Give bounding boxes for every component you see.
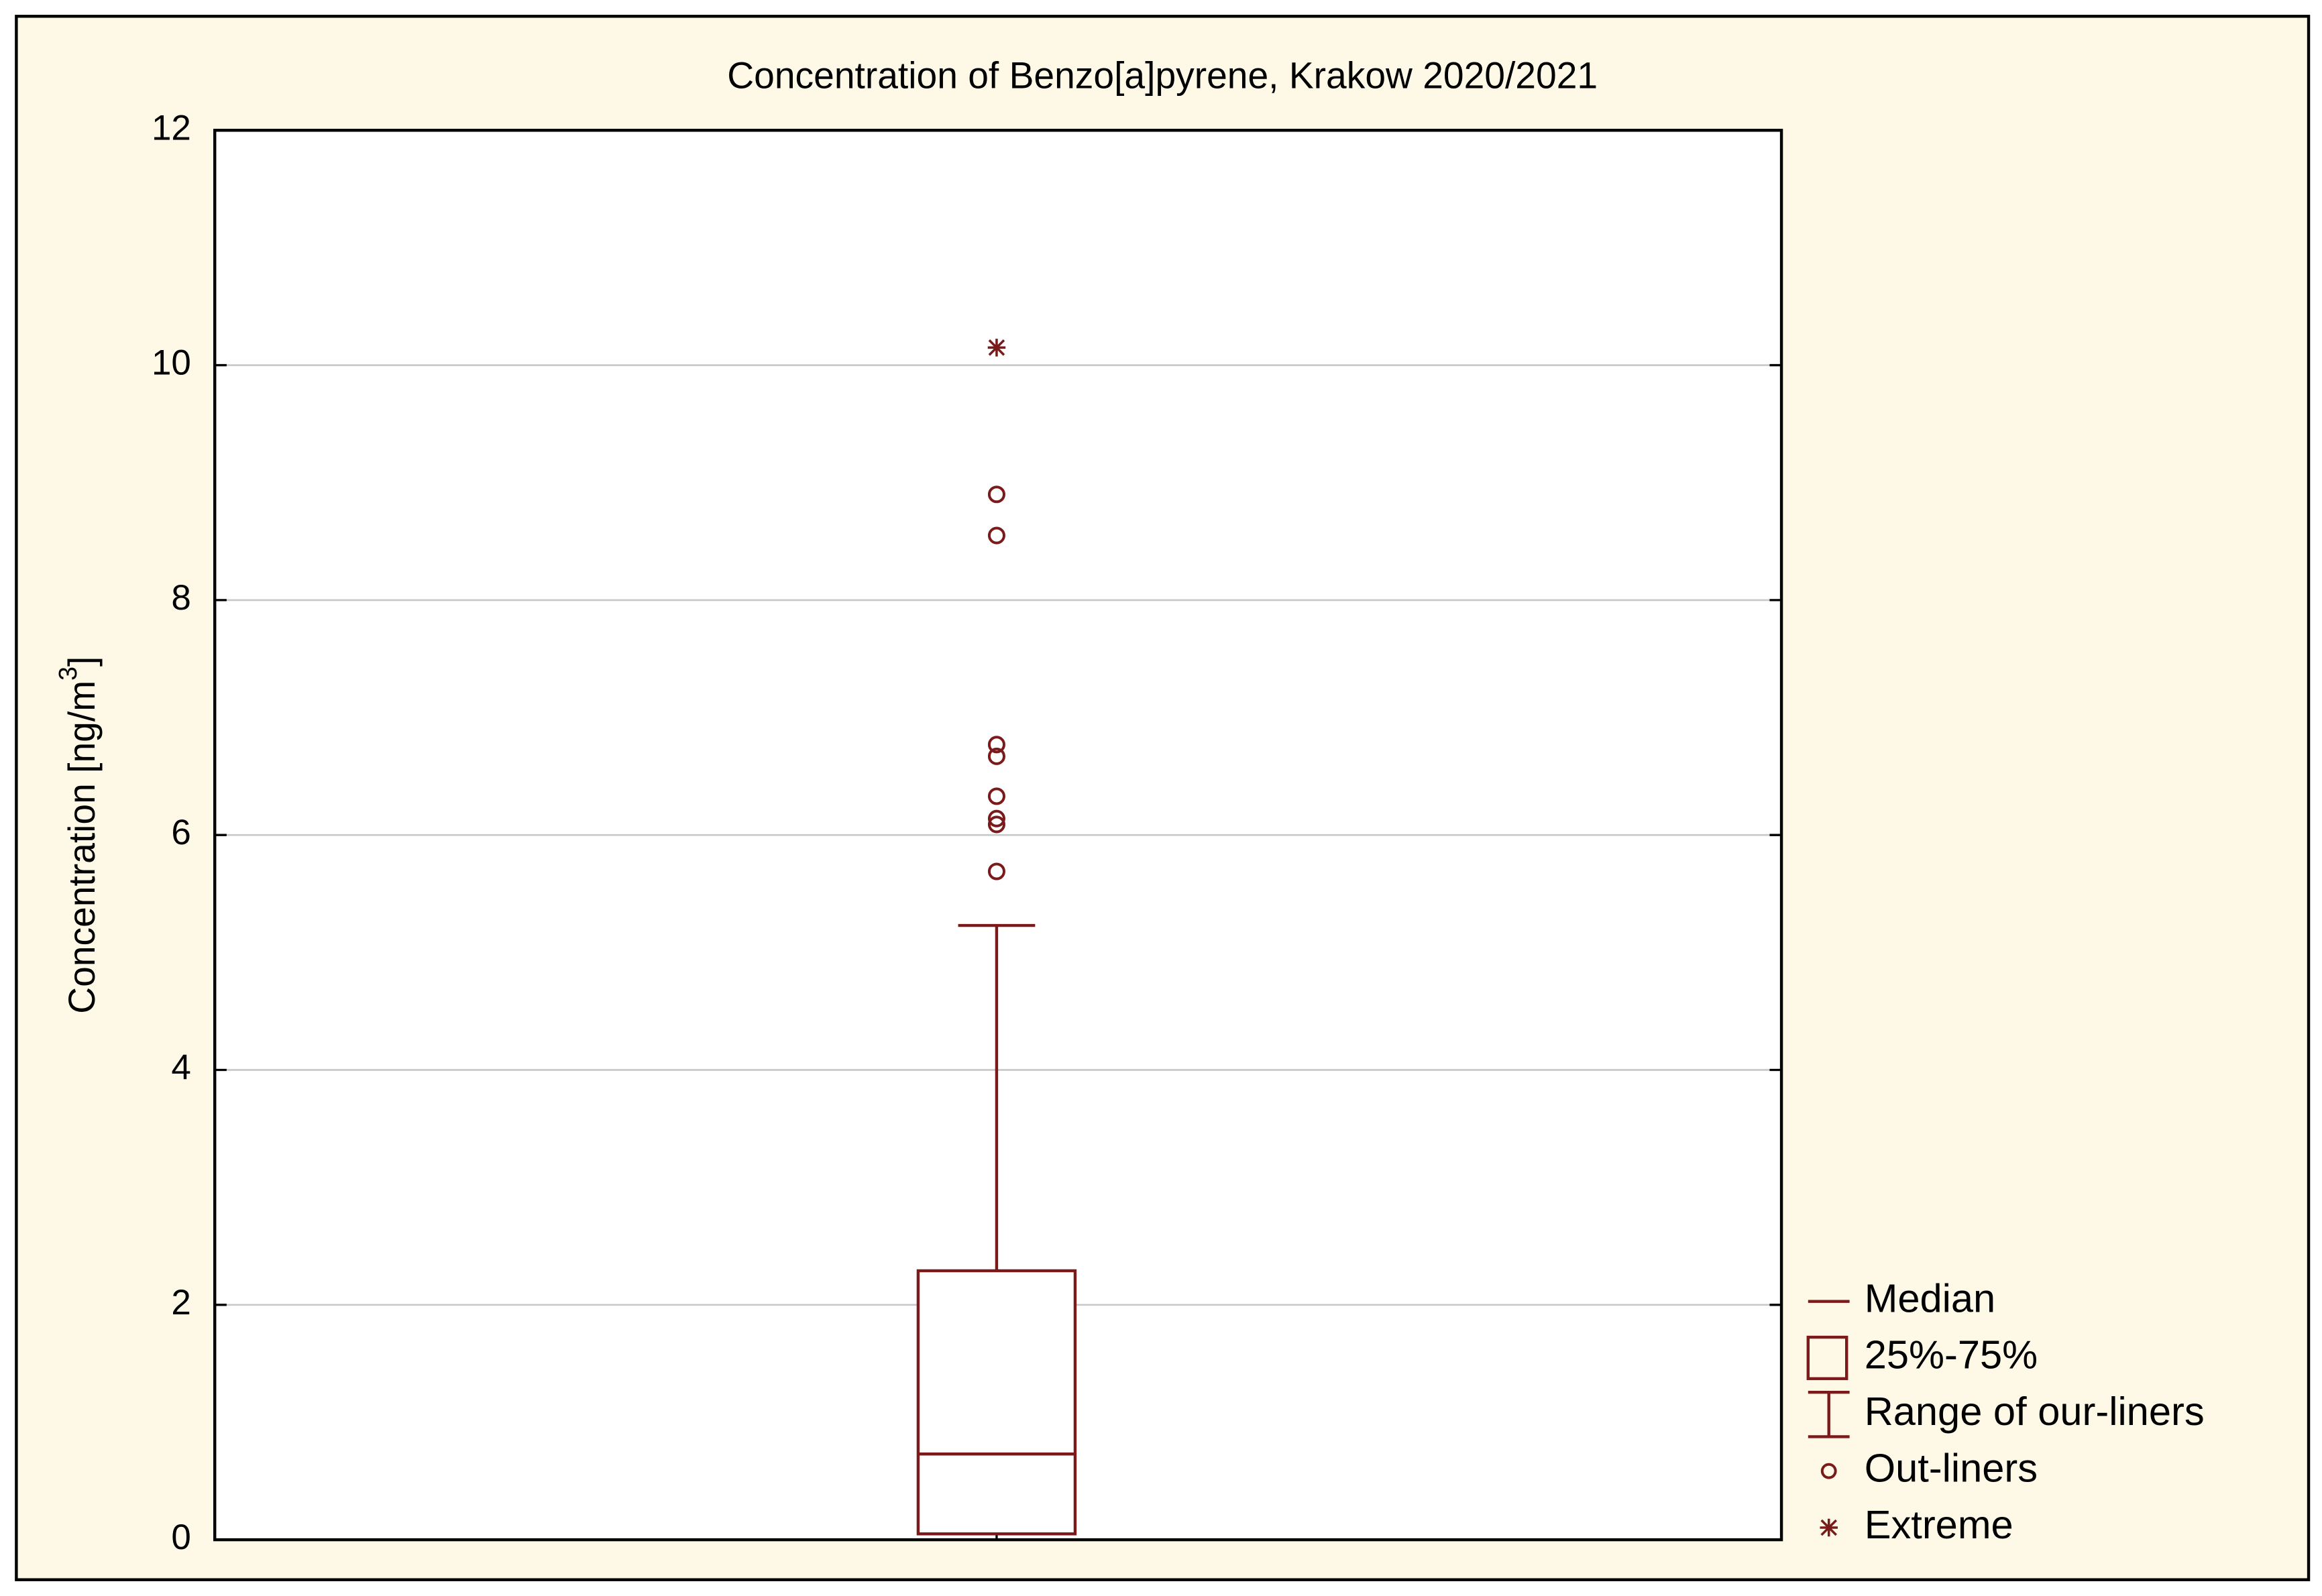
legend-label: Extreme (1865, 1502, 2013, 1547)
y-tick-label: 6 (171, 813, 190, 852)
outlier (987, 809, 1005, 828)
y-label-end: ] (61, 657, 103, 667)
y-tick-label: 10 (152, 343, 191, 383)
extreme (987, 339, 1006, 357)
box (916, 1269, 1077, 1536)
legend-label: Median (1865, 1275, 1996, 1320)
outlier (987, 736, 1005, 754)
plot-layer: 0 2 4 6 8 10 12 Median 25%-75% Range of our-liner… (152, 108, 2205, 1557)
y-label-text: Concentration [ng/m (61, 681, 103, 1014)
y-tick-label: 4 (171, 1047, 190, 1087)
y-tick-label: 2 (171, 1283, 190, 1322)
outlier (987, 526, 1005, 545)
plot-border (213, 129, 1783, 1542)
outlier (987, 787, 1005, 805)
outlier (987, 862, 1005, 880)
legend-symbol (1820, 1518, 1838, 1537)
y-label-sup: 3 (54, 667, 82, 681)
y-tick-label: 12 (152, 108, 191, 148)
legend-symbol (1820, 1463, 1837, 1479)
y-tick-label: 0 (171, 1518, 190, 1557)
outlier (987, 486, 1005, 504)
legend-symbol (1808, 1391, 1850, 1438)
y-axis-label: Concentration [ng/m3] (54, 657, 103, 1014)
legend-label: 25%-75% (1865, 1332, 2038, 1377)
chart-title: Concentration of Benzo[a]pyrene, Krakow … (727, 55, 1598, 97)
legend-label: Range of our-liners (1865, 1389, 2205, 1434)
y-tick-label: 8 (171, 578, 190, 618)
legend-symbol (1806, 1335, 1848, 1381)
outlier (987, 815, 1005, 834)
legend-label: Out-liners (1865, 1445, 2038, 1490)
outlier (987, 747, 1005, 765)
